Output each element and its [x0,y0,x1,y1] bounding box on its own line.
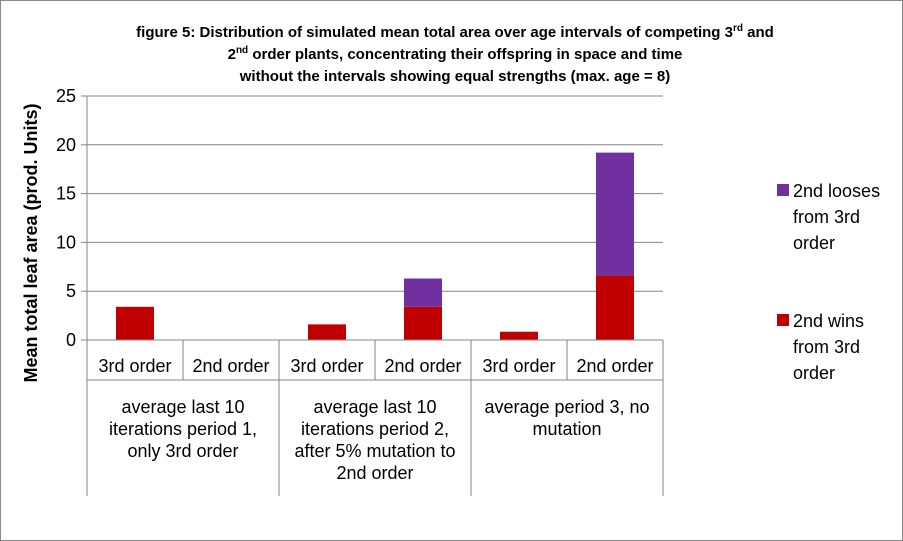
legend-swatch [777,184,789,196]
legend-entry: 2nd wins from 3rd order [793,311,864,383]
category-label: 2nd order [192,356,269,376]
legend-line: from 3rd [793,207,860,227]
group-label-line: average last 10 [313,397,436,417]
y-axis-label: Mean total leaf area (prod. Units) [21,103,41,382]
legend-entry: 2nd looses from 3rd order [793,181,880,253]
category-label: 2nd order [576,356,653,376]
chart-title: figure 5: Distribution of simulated mean… [60,22,850,88]
axes [86,96,664,496]
group-label-line: average last 10 [121,397,244,417]
title-line-1: figure 5: Distribution of simulated mean… [136,23,774,42]
category-labels: 3rd order 2nd order 3rd order 2nd order 3rd … [98,356,653,376]
legend: 2nd looses from 3rd order 2nd wins from 3rd o… [777,181,880,383]
group-label-line: 2nd order [336,463,413,483]
category-label: 3rd order [482,356,555,376]
group-labels: average last 10 iterations period 1, only … [109,397,650,483]
title-line-2: 2nd order plants, concentrating their of… [227,45,683,64]
group-label-line: mutation [532,419,601,439]
y-tick-label: 0 [66,330,76,350]
group-label-line: iterations period 1, [109,419,257,439]
y-tick-label: 25 [56,86,76,106]
bar-series-2-cat-4 [404,278,442,307]
group-label-2: average last 10 iterations period 2, after… [294,397,455,483]
legend-line: 2nd looses [793,181,880,201]
legend-line: 2nd wins [793,311,864,331]
group-label-1: average last 10 iterations period 1, only … [109,397,257,461]
bar-series-2-cat-6 [596,152,634,276]
bar-series-1-cat-1 [116,306,154,340]
category-label: 3rd order [98,356,171,376]
gridlines [81,95,663,341]
bar-series-1-cat-6 [596,275,634,340]
y-tick-label: 20 [56,135,76,155]
bars [116,152,634,340]
category-label: 3rd order [290,356,363,376]
legend-line: order [793,363,835,383]
y-tick-label: 5 [66,281,76,301]
legend-line: from 3rd [793,337,860,357]
group-label-line: only 3rd order [127,441,238,461]
group-label-line: average period 3, no [484,397,649,417]
y-tick-label: 15 [56,184,76,204]
group-label-line: after 5% mutation to [294,441,455,461]
bar-series-1-cat-5 [500,331,538,340]
bar-series-1-cat-3 [308,324,346,340]
y-tick-labels: 0 5 10 15 20 25 [56,86,76,350]
bar-series-1-cat-4 [404,306,442,340]
legend-line: order [793,233,835,253]
title-line-3: without the intervals showing equal stre… [239,68,671,85]
group-label-3: average period 3, no mutation [484,397,649,439]
legend-swatch [777,314,789,326]
y-tick-label: 10 [56,232,76,252]
category-label: 2nd order [384,356,461,376]
group-label-line: iterations period 2, [301,419,449,439]
